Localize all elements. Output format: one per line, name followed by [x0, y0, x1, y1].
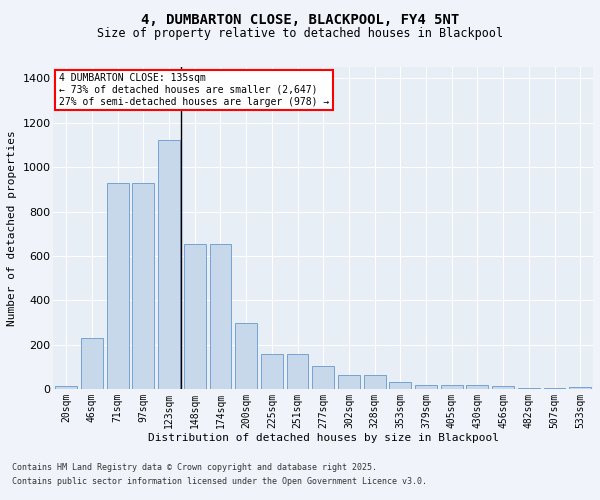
Bar	[261, 354, 283, 390]
Bar	[313, 366, 334, 390]
Bar	[184, 244, 206, 390]
Bar	[518, 388, 540, 390]
Bar	[55, 386, 77, 390]
Bar	[133, 182, 154, 390]
Text: Contains public sector information licensed under the Open Government Licence v3: Contains public sector information licen…	[12, 477, 427, 486]
Bar	[287, 354, 308, 390]
Bar	[158, 140, 180, 390]
Bar	[569, 387, 591, 390]
Bar	[107, 182, 128, 390]
Bar	[338, 375, 360, 390]
Text: 4 DUMBARTON CLOSE: 135sqm
← 73% of detached houses are smaller (2,647)
27% of se: 4 DUMBARTON CLOSE: 135sqm ← 73% of detac…	[59, 74, 329, 106]
X-axis label: Distribution of detached houses by size in Blackpool: Distribution of detached houses by size …	[148, 433, 499, 443]
Bar	[364, 375, 386, 390]
Text: 4, DUMBARTON CLOSE, BLACKPOOL, FY4 5NT: 4, DUMBARTON CLOSE, BLACKPOOL, FY4 5NT	[141, 12, 459, 26]
Y-axis label: Number of detached properties: Number of detached properties	[7, 130, 17, 326]
Bar	[81, 338, 103, 390]
Bar	[235, 322, 257, 390]
Bar	[415, 385, 437, 390]
Bar	[389, 382, 411, 390]
Bar	[544, 388, 565, 390]
Bar	[492, 386, 514, 390]
Bar	[209, 244, 232, 390]
Bar	[466, 385, 488, 390]
Bar	[441, 385, 463, 390]
Text: Size of property relative to detached houses in Blackpool: Size of property relative to detached ho…	[97, 28, 503, 40]
Text: Contains HM Land Registry data © Crown copyright and database right 2025.: Contains HM Land Registry data © Crown c…	[12, 464, 377, 472]
